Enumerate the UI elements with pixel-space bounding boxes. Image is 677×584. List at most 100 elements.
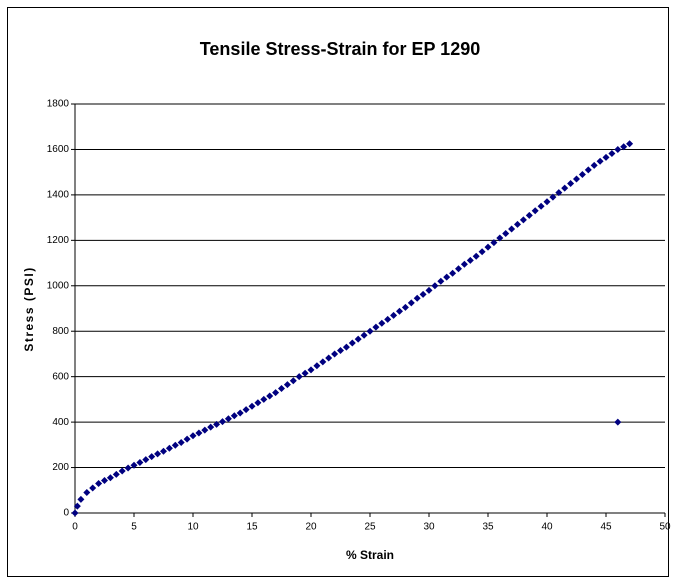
data-point [112,470,120,478]
data-point [555,189,563,197]
y-tick-label: 1400 [47,190,70,201]
x-tick-label: 30 [423,522,435,533]
data-point [531,207,539,215]
data-point [301,369,309,377]
data-point [549,193,557,201]
data-point [578,170,586,178]
x-tick-label: 35 [482,522,494,533]
data-point [189,432,197,440]
data-point [567,180,575,188]
data-point [207,423,215,431]
data-point [437,277,445,285]
data-point [289,377,297,385]
data-point [608,150,616,158]
data-point [620,143,628,151]
data-point [514,220,521,228]
data-point [272,389,280,397]
data-point [313,362,321,370]
data-point [590,161,598,169]
data-point [342,343,350,351]
data-point [366,327,374,335]
data-point [325,354,333,362]
data-point [260,395,268,403]
y-tick-label: 1600 [47,144,70,155]
data-point [89,484,97,492]
data-point [165,444,173,452]
data-point [73,502,81,510]
data-point [154,450,162,458]
x-tick-label: 40 [541,522,553,533]
data-point [407,299,415,307]
y-tick-label: 1200 [47,235,70,246]
data-point [460,260,468,268]
y-tick-label: 1800 [47,99,70,110]
data-point [596,157,604,165]
data-point [283,381,291,389]
data-point [390,311,398,319]
x-tick-label: 45 [600,522,612,533]
data-point [95,479,103,487]
chart-border [7,7,669,577]
data-point [219,418,226,426]
data-point [496,234,504,242]
y-tick-label: 800 [52,326,69,337]
x-axis-label: % Strain [346,548,394,562]
data-point [614,145,622,153]
data-point [484,243,492,251]
data-point [242,406,250,414]
data-point [431,282,439,290]
data-point [401,303,409,311]
data-point [561,184,569,192]
data-point [295,373,303,381]
data-point [614,418,622,426]
data-point [101,477,108,485]
data-point [384,315,392,323]
data-point [106,474,114,482]
data-point [118,467,126,475]
data-point [307,366,315,374]
x-tick-label: 20 [305,522,317,533]
data-point [71,509,79,517]
y-tick-label: 0 [63,508,69,519]
data-point [626,140,634,148]
data-point [378,319,386,327]
data-point [519,216,527,224]
data-point [413,294,421,302]
data-point [83,489,91,497]
data-point [224,415,232,423]
data-point [602,153,610,161]
data-point [195,429,203,437]
data-point [171,441,179,449]
data-point [124,464,132,472]
y-tick-label: 1000 [47,280,70,291]
y-tick-label: 200 [52,462,69,473]
data-point [455,265,462,273]
data-point [213,420,221,428]
y-tick-label: 400 [52,417,69,428]
data-point [396,307,403,315]
x-tick-label: 0 [72,522,78,533]
data-point [584,166,592,174]
data-point [372,323,380,331]
data-point [236,409,244,417]
x-tick-label: 5 [131,522,137,533]
data-point [449,269,457,277]
data-point [348,339,356,347]
data-point [160,447,167,455]
data-point [466,256,474,264]
data-point [148,453,156,461]
data-point [77,495,85,503]
data-point [142,456,150,464]
data-point [254,399,262,407]
y-tick-label: 600 [52,371,69,382]
data-point [230,412,238,420]
data-point [490,239,498,247]
chart-title: Tensile Stress-Strain for EP 1290 [200,39,480,59]
data-point [443,273,451,281]
data-point [337,347,344,355]
data-point [478,248,486,256]
data-point [130,461,138,469]
data-point [201,426,209,434]
